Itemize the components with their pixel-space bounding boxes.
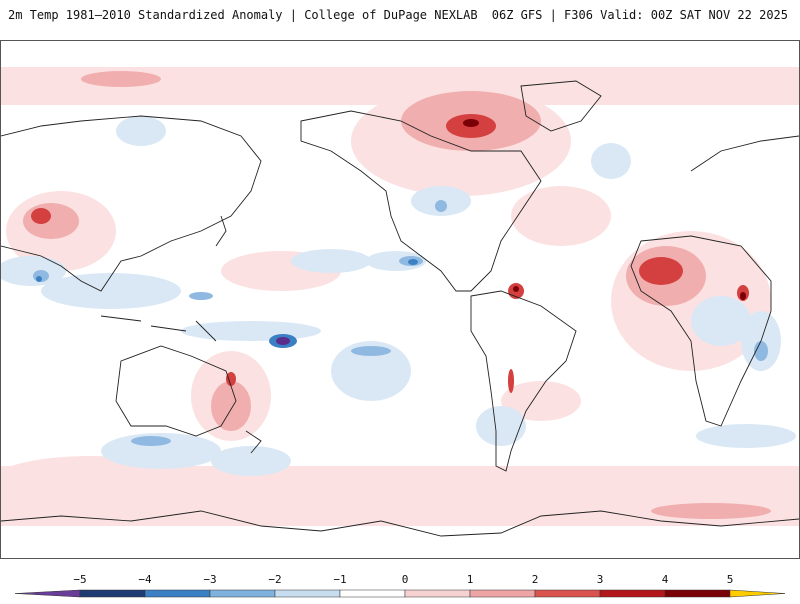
colorbar-tick-label: 0 xyxy=(401,573,409,586)
colorbar-tick-label: −1 xyxy=(333,573,347,586)
colorbar-swatch xyxy=(339,589,406,598)
colorbar-swatch xyxy=(729,589,786,598)
colorbar-swatch xyxy=(274,589,341,598)
colorbar-swatch xyxy=(404,589,471,598)
colorbar-tick-label: 3 xyxy=(596,573,604,586)
colorbar-swatch xyxy=(664,589,731,598)
colorbar-swatch xyxy=(599,589,666,598)
colorbar-tick-label: 5 xyxy=(726,573,734,586)
colorbar-swatch xyxy=(144,589,211,598)
colorbar-tick-label: 1 xyxy=(466,573,474,586)
colorbar-svg xyxy=(14,589,786,598)
colorbar-swatch xyxy=(469,589,536,598)
warm-anomalies-extreme xyxy=(463,119,746,300)
colorbar-tick-label: −5 xyxy=(73,573,87,586)
anomaly-map-svg xyxy=(1,67,799,537)
coastlines xyxy=(1,80,799,537)
colorbar-swatch xyxy=(534,589,601,598)
cool-anomalies-light xyxy=(1,116,796,476)
colorbar-tick-label: 4 xyxy=(661,573,669,586)
colorbar-tick-label: −3 xyxy=(203,573,217,586)
colorbar-tick-label: −4 xyxy=(138,573,152,586)
anomaly-map xyxy=(0,40,800,559)
model-valid-time: 06Z GFS | F306 Valid: 00Z SAT NOV 22 202… xyxy=(491,8,788,22)
colorbar-swatch xyxy=(14,589,81,598)
colorbar-swatch xyxy=(79,589,146,598)
colorbar-tick-label: 2 xyxy=(531,573,539,586)
map-title: 2m Temp 1981–2010 Standardized Anomaly |… xyxy=(8,8,478,22)
cool-anomalies-extreme xyxy=(276,337,290,345)
header: 2m Temp 1981–2010 Standardized Anomaly |… xyxy=(0,0,800,30)
colorbar: −5 −4 −3 −2 −1 0 1 2 3 4 5 xyxy=(0,568,800,600)
colorbar-tick-label: −2 xyxy=(268,573,282,586)
colorbar-swatches xyxy=(14,589,786,598)
colorbar-swatch xyxy=(209,589,276,598)
